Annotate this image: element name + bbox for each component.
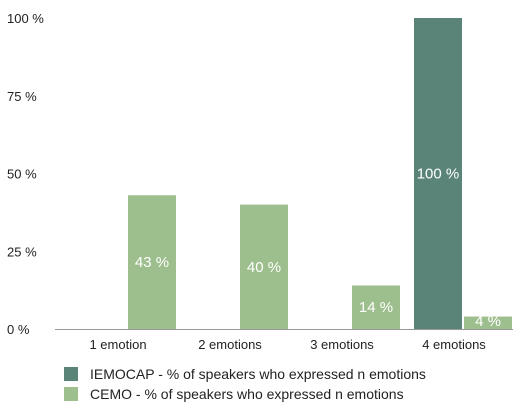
x-tick-label: 1 emotion xyxy=(89,337,146,352)
x-tick-label: 4 emotions xyxy=(422,337,486,352)
y-tick-label: 0 % xyxy=(7,322,30,337)
legend-swatch xyxy=(64,367,78,381)
legend: IEMOCAP - % of speakers who expressed n … xyxy=(64,366,426,402)
legend-swatch xyxy=(64,387,78,401)
data-labels: 100 % 43 % 40 % 14 % 4 % xyxy=(135,166,501,331)
bar-series-1-cat-2 xyxy=(352,285,400,329)
data-label: 14 % xyxy=(359,299,393,316)
legend-label: CEMO - % of speakers who expressed n emo… xyxy=(90,386,404,402)
bar-series-0-cat-3 xyxy=(414,18,462,329)
data-label: 40 % xyxy=(247,259,281,276)
bars xyxy=(128,18,512,329)
bar-series-1-cat-1 xyxy=(240,204,288,329)
data-label: 4 % xyxy=(475,313,501,330)
data-label: 100 % xyxy=(417,166,460,183)
y-tick-label: 50 % xyxy=(7,167,37,182)
data-label: 43 % xyxy=(135,254,169,271)
x-tick-label: 2 emotions xyxy=(198,337,262,352)
bar-series-1-cat-3 xyxy=(464,316,512,329)
y-tick-label: 75 % xyxy=(7,89,37,104)
x-tick-label: 3 emotions xyxy=(310,337,374,352)
legend-label: IEMOCAP - % of speakers who expressed n … xyxy=(90,366,426,382)
y-tick-label: 25 % xyxy=(7,244,37,259)
y-tick-label: 100 % xyxy=(7,11,44,26)
bar-series-1-cat-0 xyxy=(128,195,176,329)
x-axis: 1 emotion 2 emotions 3 emotions 4 emotions xyxy=(89,337,486,352)
y-axis: 0 % 25 % 50 % 75 % 100 % xyxy=(7,11,44,337)
